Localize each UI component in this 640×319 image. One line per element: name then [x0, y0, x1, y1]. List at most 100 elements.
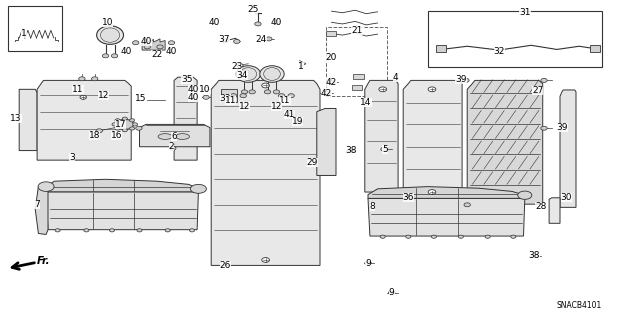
Ellipse shape — [122, 129, 127, 132]
Text: 32: 32 — [493, 47, 505, 56]
Ellipse shape — [365, 261, 371, 265]
Ellipse shape — [115, 127, 120, 130]
Ellipse shape — [97, 26, 124, 44]
Ellipse shape — [541, 78, 547, 82]
Ellipse shape — [260, 66, 284, 82]
Ellipse shape — [264, 90, 271, 94]
Ellipse shape — [115, 119, 120, 122]
Ellipse shape — [55, 229, 60, 232]
Ellipse shape — [203, 87, 209, 91]
Ellipse shape — [240, 94, 246, 98]
Text: SNACB4101: SNACB4101 — [556, 301, 602, 310]
Polygon shape — [549, 198, 560, 223]
Bar — [428, 11, 602, 67]
Text: 8: 8 — [370, 202, 375, 211]
Text: 18: 18 — [89, 131, 100, 140]
Text: 40: 40 — [140, 37, 152, 46]
Polygon shape — [174, 77, 197, 160]
Text: 13: 13 — [10, 114, 22, 122]
Ellipse shape — [136, 126, 142, 130]
Text: 27: 27 — [532, 86, 543, 95]
Text: 37: 37 — [218, 35, 230, 44]
Ellipse shape — [431, 235, 436, 238]
Ellipse shape — [262, 258, 269, 262]
Ellipse shape — [132, 123, 138, 126]
Polygon shape — [403, 80, 462, 198]
Text: 25: 25 — [247, 5, 259, 14]
Polygon shape — [365, 80, 398, 192]
Polygon shape — [368, 198, 525, 236]
Text: Fr.: Fr. — [37, 256, 51, 266]
Text: 15: 15 — [135, 94, 147, 103]
Ellipse shape — [458, 235, 463, 238]
Text: 40: 40 — [188, 93, 199, 102]
Text: 5: 5 — [383, 145, 388, 154]
Ellipse shape — [122, 117, 127, 120]
Ellipse shape — [381, 147, 387, 151]
Ellipse shape — [241, 90, 248, 94]
Ellipse shape — [323, 91, 330, 95]
Ellipse shape — [278, 94, 285, 98]
Text: 33: 33 — [220, 94, 231, 103]
Ellipse shape — [541, 126, 547, 130]
Ellipse shape — [158, 134, 172, 139]
Text: 39: 39 — [455, 75, 467, 84]
Ellipse shape — [80, 95, 86, 99]
Ellipse shape — [405, 196, 412, 200]
Polygon shape — [140, 124, 210, 147]
Ellipse shape — [380, 235, 385, 238]
Text: 22: 22 — [151, 50, 163, 59]
Text: 12: 12 — [271, 102, 282, 111]
Text: 7: 7 — [35, 200, 40, 209]
Ellipse shape — [170, 146, 176, 150]
Text: 29: 29 — [307, 158, 318, 167]
Bar — [353, 74, 364, 79]
Polygon shape — [46, 192, 198, 230]
Ellipse shape — [255, 22, 261, 26]
Ellipse shape — [379, 87, 387, 92]
Ellipse shape — [109, 229, 115, 232]
Ellipse shape — [129, 127, 134, 130]
Ellipse shape — [388, 291, 395, 295]
Ellipse shape — [288, 113, 294, 117]
Text: 19: 19 — [292, 117, 303, 126]
Ellipse shape — [38, 182, 54, 191]
Ellipse shape — [116, 119, 134, 130]
Text: 11: 11 — [225, 96, 236, 105]
Text: 30: 30 — [561, 193, 572, 202]
Text: 38: 38 — [345, 146, 356, 155]
Ellipse shape — [249, 90, 255, 94]
Text: 12: 12 — [239, 102, 250, 111]
Bar — [590, 45, 600, 52]
Ellipse shape — [96, 129, 102, 133]
Ellipse shape — [236, 66, 260, 82]
Bar — [326, 31, 336, 36]
Polygon shape — [467, 80, 543, 204]
Ellipse shape — [84, 229, 89, 232]
Text: 41: 41 — [284, 110, 295, 119]
Ellipse shape — [129, 119, 134, 122]
Ellipse shape — [102, 54, 109, 58]
Text: 34: 34 — [236, 71, 248, 80]
Text: 20: 20 — [326, 53, 337, 62]
Text: 42: 42 — [326, 78, 337, 87]
Ellipse shape — [531, 254, 538, 258]
Text: 1: 1 — [22, 29, 27, 38]
Ellipse shape — [485, 235, 490, 238]
Polygon shape — [211, 80, 320, 265]
Ellipse shape — [79, 77, 85, 81]
Ellipse shape — [100, 28, 120, 42]
Text: 4: 4 — [393, 73, 398, 82]
Text: 24: 24 — [255, 35, 267, 44]
Ellipse shape — [165, 229, 170, 232]
Ellipse shape — [428, 189, 436, 194]
Polygon shape — [35, 187, 48, 234]
Polygon shape — [317, 108, 336, 175]
Ellipse shape — [137, 229, 142, 232]
Ellipse shape — [144, 45, 150, 49]
Ellipse shape — [191, 184, 206, 193]
Text: 6: 6 — [172, 132, 177, 141]
Ellipse shape — [234, 40, 240, 43]
Ellipse shape — [111, 54, 118, 58]
Text: 31: 31 — [519, 8, 531, 17]
